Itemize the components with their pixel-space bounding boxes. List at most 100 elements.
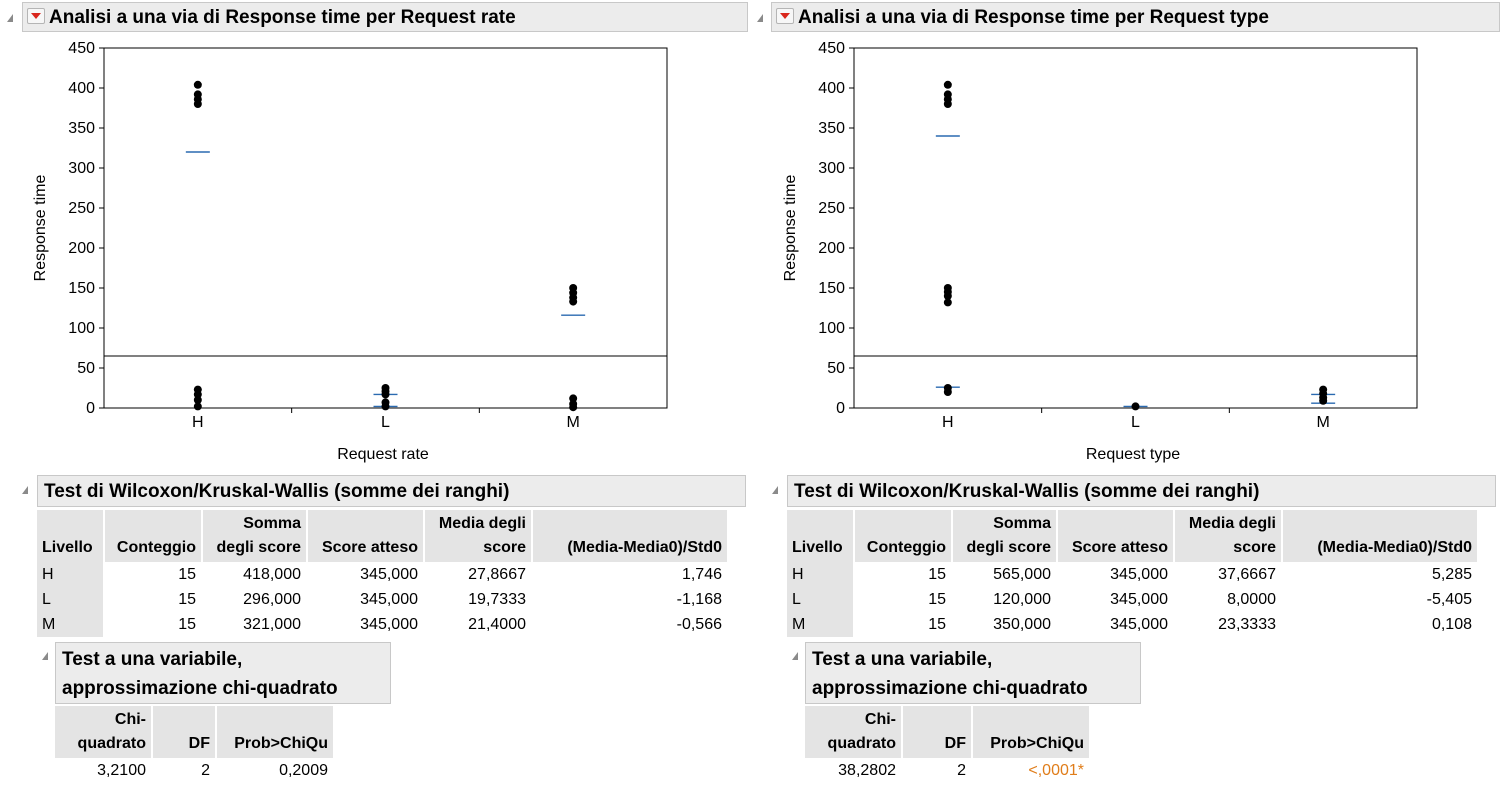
oneway-plot: 0 50 100 150 200 250 300 350 400 450 H L M Response… (32, 40, 668, 463)
red-triangle-menu-icon[interactable] (27, 7, 45, 24)
col-header-chi: Chi-quadrato (55, 706, 151, 758)
col-header-prob: Prob>ChiQu (973, 706, 1089, 758)
chi-square-title[interactable]: Test a una variabile, approssimazione ch… (805, 642, 1141, 704)
cell-prob-significant: <,0001* (1028, 762, 1084, 779)
data-point (943, 100, 952, 108)
table-row: L 15 296,000 345,000 19,7333 -1,168 (37, 587, 727, 612)
table-row: L 15 120,000 345,000 8,0000 -5,405 (787, 587, 1477, 612)
col-header-chi: Chi-quadrato (805, 706, 901, 758)
cell-score-sum: 350,000 (993, 616, 1051, 633)
col-header-media: Media degli score (425, 510, 531, 562)
cell-expected: 345,000 (1110, 566, 1168, 583)
oneway-panel-request-rate: Analisi a una via di Response time per R… (0, 0, 750, 785)
outline-title-bar: Analisi a una via di Response time per R… (771, 2, 1500, 32)
cell-mean: 27,8667 (468, 566, 526, 583)
data-point (1319, 396, 1328, 405)
y-tick-label: 250 (818, 200, 845, 217)
cell-std: -5,405 (1426, 591, 1472, 608)
y-tick-label: 0 (836, 400, 845, 417)
col-header-std: (Media-Media0)/Std0 (533, 510, 727, 562)
cell-std: 0,108 (1431, 616, 1472, 633)
cell-count: 15 (178, 566, 196, 583)
chi-title-line2: approssimazione chi-quadrato (812, 678, 1088, 699)
col-header-livello: Livello (37, 510, 103, 562)
cell-score-sum: 296,000 (243, 591, 301, 608)
col-header-df: DF (903, 706, 971, 758)
cell-mean: 8,0000 (1227, 591, 1276, 608)
wilcoxon-title[interactable]: Test di Wilcoxon/Kruskal-Wallis (somme d… (37, 475, 746, 507)
y-tick-label: 100 (818, 320, 845, 337)
cell-mean: 23,3333 (1218, 616, 1276, 633)
data-point (381, 402, 390, 411)
plot-frame (103, 47, 668, 409)
y-tick-label: 450 (818, 40, 845, 57)
col-header-somma: Somma degli score (953, 510, 1056, 562)
data-point (381, 390, 390, 399)
y-axis-ticks: 0 50 100 150 200 250 300 350 400 450 (818, 40, 854, 417)
cell-df: 2 (201, 762, 210, 779)
cell-expected: 345,000 (360, 616, 418, 633)
data-point (569, 394, 578, 403)
col-header-score-atteso: Score atteso (1058, 510, 1173, 562)
data-point (943, 292, 952, 300)
disclosure-triangle-icon[interactable] (757, 14, 763, 22)
disclosure-triangle-icon[interactable] (772, 486, 778, 494)
x-axis-label: Request type (1086, 446, 1180, 463)
chi-title-line2: approssimazione chi-quadrato (62, 678, 338, 699)
disclosure-triangle-icon[interactable] (7, 14, 13, 22)
x-tick-label: L (1131, 414, 1140, 431)
x-tick-label: L (381, 414, 390, 431)
disclosure-triangle-icon[interactable] (42, 652, 48, 660)
y-tick-label: 300 (68, 160, 95, 177)
cell-mean: 37,6667 (1218, 566, 1276, 583)
disclosure-triangle-icon[interactable] (792, 652, 798, 660)
data-point (193, 100, 202, 108)
chi-title-line1: Test a una variabile, (812, 649, 993, 670)
y-axis-ticks: 0 50 100 150 200 250 300 350 400 450 (68, 40, 104, 417)
cell-score-sum: 418,000 (243, 566, 301, 583)
y-tick-label: 300 (818, 160, 845, 177)
col-header-prob: Prob>ChiQu (217, 706, 333, 758)
data-point (193, 390, 202, 399)
y-tick-label: 150 (818, 280, 845, 297)
disclosure-triangle-icon[interactable] (22, 486, 28, 494)
col-header-score-atteso: Score atteso (308, 510, 423, 562)
cell-count: 15 (928, 566, 946, 583)
wilcoxon-title[interactable]: Test di Wilcoxon/Kruskal-Wallis (somme d… (787, 475, 1496, 507)
cell-expected: 345,000 (360, 591, 418, 608)
chi-square-table: Chi-quadrato DF Prob>ChiQu 38,2802 2 <,0… (803, 706, 1091, 783)
col-header-std: (Media-Media0)/Std0 (1283, 510, 1477, 562)
outline-title-bar: Analisi a una via di Response time per R… (22, 2, 748, 32)
cell-expected: 345,000 (1110, 616, 1168, 633)
cell-level: H (787, 562, 853, 587)
y-axis-label: Response time (782, 175, 799, 282)
cell-std: 1,746 (681, 566, 722, 583)
data-point (193, 80, 202, 89)
red-triangle-menu-icon[interactable] (776, 7, 794, 24)
cell-mean: 21,4000 (468, 616, 526, 633)
cell-prob: 0,2009 (279, 762, 328, 779)
table-row: H 15 565,000 345,000 37,6667 5,285 (787, 562, 1477, 587)
y-tick-label: 50 (77, 360, 95, 377)
data-point (193, 402, 202, 411)
cell-expected: 345,000 (360, 566, 418, 583)
table-row: 3,2100 2 0,2009 (55, 758, 333, 783)
chi-title-line1: Test a una variabile, (62, 649, 243, 670)
cell-score-sum: 321,000 (243, 616, 301, 633)
chi-square-title[interactable]: Test a una variabile, approssimazione ch… (55, 642, 391, 704)
col-header-conteggio: Conteggio (105, 510, 201, 562)
oneway-plot: 0 50 100 150 200 250 300 350 400 450 H L M Response… (782, 40, 1418, 463)
x-tick-label: H (192, 414, 204, 431)
y-tick-label: 0 (86, 400, 95, 417)
y-tick-label: 450 (68, 40, 95, 57)
analysis-title: Analisi a una via di Response time per R… (49, 7, 516, 28)
x-tick-label: M (1317, 414, 1330, 431)
cell-chi: 3,2100 (97, 762, 146, 779)
x-axis-label: Request rate (337, 446, 429, 463)
data-point (943, 388, 952, 396)
analysis-title: Analisi a una via di Response time per R… (798, 7, 1269, 28)
cell-level: L (37, 587, 103, 612)
cell-std: 5,285 (1431, 566, 1472, 583)
col-header-livello: Livello (787, 510, 853, 562)
